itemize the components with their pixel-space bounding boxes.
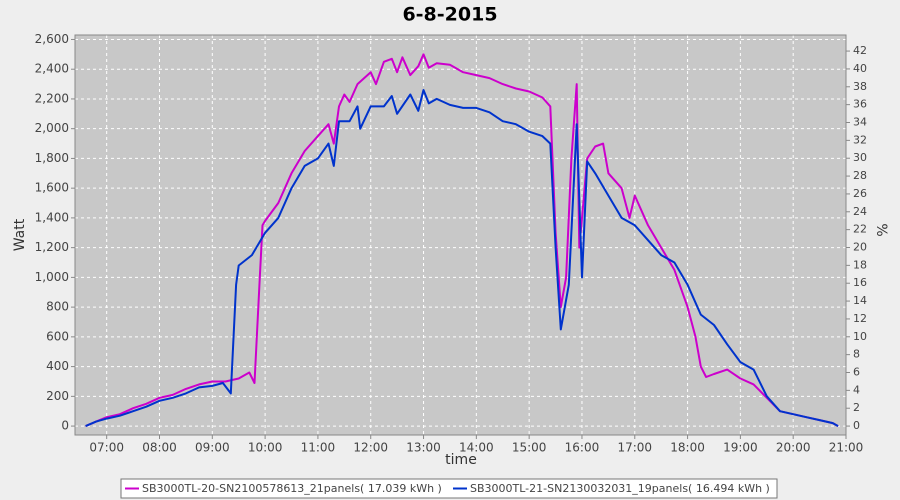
y2-tick-label: 0 [853, 419, 860, 432]
x-tick-label: 17:00 [617, 441, 652, 455]
x-tick-label: 19:00 [723, 441, 758, 455]
y2-tick-label: 22 [853, 223, 867, 236]
y-tick-label: 1,000 [35, 270, 69, 284]
y-tick-label: 1,400 [35, 210, 69, 224]
y2-tick-label: 28 [853, 169, 867, 182]
plot-border [74, 34, 847, 436]
x-tick-label: 15:00 [512, 441, 547, 455]
x-tick-label: 08:00 [142, 441, 177, 455]
y-axis-label: Watt [12, 218, 28, 251]
x-tick-label: 18:00 [670, 441, 705, 455]
x-tick-label: 11:00 [301, 441, 336, 455]
y-tick-label: 2,200 [35, 91, 69, 105]
y2-tick-label: 26 [853, 187, 867, 200]
legend-label: SB3000TL-20-SN2100578613_21panels( 17.03… [142, 482, 442, 495]
y2-tick-label: 42 [853, 44, 867, 57]
y-tick-label: 2,400 [35, 62, 69, 76]
y2-tick-label: 12 [853, 312, 867, 325]
y2-tick-label: 10 [853, 330, 867, 343]
y2-tick-label: 30 [853, 151, 867, 164]
y2-tick-label: 24 [853, 205, 867, 218]
series-line [85, 53, 839, 428]
y-tick-label: 200 [46, 389, 69, 403]
x-tick-label: 10:00 [248, 441, 283, 455]
y-tick-label: 1,200 [35, 240, 69, 254]
x-tick-label: 16:00 [565, 441, 600, 455]
y2-tick-label: 36 [853, 98, 867, 111]
y2-tick-label: 16 [853, 276, 867, 289]
y-tick-label: 1,600 [35, 181, 69, 195]
x-tick-label: 12:00 [353, 441, 388, 455]
x-tick-label: 21:00 [829, 441, 864, 455]
x-tick-label: 07:00 [89, 441, 124, 455]
plot-area [75, 35, 846, 435]
y2-tick-label: 20 [853, 241, 867, 254]
y2-tick-label: 14 [853, 294, 867, 307]
series-line [85, 89, 839, 428]
y-tick-label: 2,600 [35, 32, 69, 46]
y2-tick-label: 18 [853, 258, 867, 271]
y2-tick-label: 32 [853, 133, 867, 146]
x-tick-label: 14:00 [459, 441, 494, 455]
y2-axis-label: % [873, 223, 889, 236]
legend [120, 478, 778, 499]
y-tick-label: 400 [46, 359, 69, 373]
legend-label: SB3000TL-21-SN2130032031_19panels( 16.49… [470, 482, 770, 495]
y2-tick-label: 38 [853, 80, 867, 93]
y-tick-label: 2,000 [35, 121, 69, 135]
y2-tick-label: 4 [853, 383, 860, 396]
y-tick-label: 800 [46, 300, 69, 314]
x-tick-label: 20:00 [776, 441, 811, 455]
y2-tick-label: 8 [853, 348, 860, 361]
x-axis-label: time [445, 452, 477, 468]
y2-tick-label: 6 [853, 366, 860, 379]
y2-tick-label: 34 [853, 116, 867, 129]
x-tick-label: 09:00 [195, 441, 230, 455]
chart-title: 6-8-2015 [402, 4, 497, 26]
x-tick-label: 13:00 [406, 441, 441, 455]
y2-tick-label: 40 [853, 62, 867, 75]
y2-tick-label: 2 [853, 401, 860, 414]
y-tick-label: 0 [61, 419, 69, 433]
y-tick-label: 1,800 [35, 151, 69, 165]
y-tick-label: 600 [46, 329, 69, 343]
